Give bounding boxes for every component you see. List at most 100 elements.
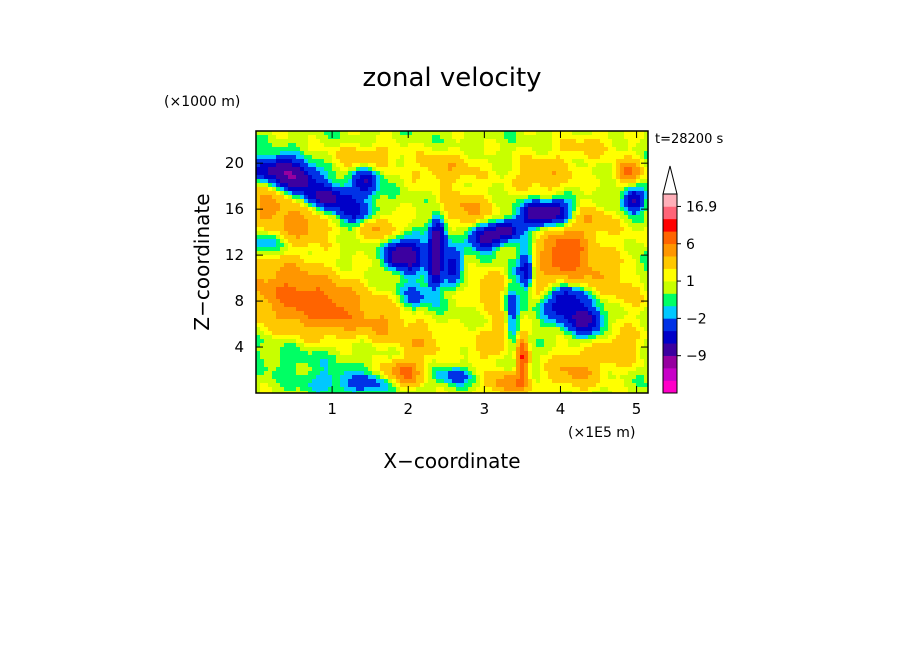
field-cell: [592, 139, 597, 144]
field-cell: [336, 243, 341, 248]
field-cell: [588, 147, 593, 152]
field-cell: [308, 299, 313, 304]
field-cell: [632, 263, 637, 268]
field-cell: [312, 255, 317, 260]
field-cell: [348, 203, 353, 208]
field-cell: [624, 223, 629, 228]
field-cell: [516, 315, 521, 320]
field-cell: [420, 291, 425, 296]
field-cell: [316, 211, 321, 216]
field-cell: [608, 243, 613, 248]
field-cell: [580, 327, 585, 332]
field-cell: [308, 255, 313, 260]
field-cell: [272, 203, 277, 208]
field-cell: [540, 315, 545, 320]
field-cell: [572, 187, 577, 192]
field-cell: [260, 179, 265, 184]
field-cell: [520, 307, 525, 312]
field-cell: [448, 139, 453, 144]
field-cell: [408, 211, 413, 216]
field-cell: [296, 191, 301, 196]
field-cell: [348, 219, 353, 224]
field-cell: [636, 155, 641, 160]
field-cell: [632, 275, 637, 280]
field-cell: [536, 243, 541, 248]
field-cell: [512, 231, 517, 236]
field-cell: [316, 271, 321, 276]
field-cell: [572, 279, 577, 284]
field-cell: [492, 139, 497, 144]
field-cell: [636, 287, 641, 292]
field-cell: [276, 151, 281, 156]
field-cell: [428, 159, 433, 164]
field-cell: [584, 271, 589, 276]
field-cell: [532, 299, 537, 304]
field-cell: [620, 219, 625, 224]
field-cell: [412, 283, 417, 288]
field-cell: [548, 207, 553, 212]
field-cell: [408, 207, 413, 212]
field-cell: [564, 235, 569, 240]
field-cell: [304, 163, 309, 168]
field-cell: [304, 143, 309, 148]
field-cell: [608, 215, 613, 220]
field-cell: [280, 279, 285, 284]
field-cell: [420, 203, 425, 208]
field-cell: [608, 175, 613, 180]
field-cell: [356, 283, 361, 288]
field-cell: [296, 151, 301, 156]
field-cell: [392, 151, 397, 156]
field-cell: [312, 163, 317, 168]
field-cell: [616, 315, 621, 320]
field-cell: [484, 295, 489, 300]
field-cell: [268, 187, 273, 192]
field-cell: [616, 299, 621, 304]
field-cell: [572, 195, 577, 200]
field-cell: [404, 219, 409, 224]
field-cell: [272, 283, 277, 288]
field-cell: [600, 199, 605, 204]
field-cell: [580, 191, 585, 196]
field-cell: [396, 323, 401, 328]
field-cell: [516, 251, 521, 256]
field-cell: [488, 135, 493, 140]
field-cell: [404, 163, 409, 168]
field-cell: [516, 207, 521, 212]
field-cell: [448, 147, 453, 152]
field-cell: [516, 279, 521, 284]
field-cell: [320, 131, 325, 136]
field-cell: [460, 283, 465, 288]
field-cell: [612, 203, 617, 208]
field-cell: [488, 203, 493, 208]
field-cell: [628, 315, 633, 320]
field-cell: [640, 179, 645, 184]
field-cell: [540, 175, 545, 180]
field-cell: [520, 239, 525, 244]
field-cell: [416, 187, 421, 192]
field-cell: [544, 167, 549, 172]
field-cell: [616, 331, 621, 336]
field-cell: [496, 251, 501, 256]
field-cell: [292, 227, 297, 232]
field-cell: [320, 183, 325, 188]
field-cell: [372, 323, 377, 328]
field-cell: [304, 203, 309, 208]
field-cell: [500, 211, 505, 216]
field-cell: [412, 235, 417, 240]
field-cell: [604, 139, 609, 144]
field-cell: [488, 143, 493, 148]
field-cell: [600, 331, 605, 336]
field-cell: [392, 147, 397, 152]
field-cell: [400, 243, 405, 248]
field-cell: [332, 319, 337, 324]
field-cell: [400, 183, 405, 188]
field-cell: [644, 243, 648, 248]
field-cell: [396, 207, 401, 212]
field-cell: [464, 235, 469, 240]
field-cell: [620, 243, 625, 248]
field-cell: [608, 199, 613, 204]
field-cell: [584, 331, 589, 336]
field-cell: [412, 187, 417, 192]
field-cell: [608, 327, 613, 332]
field-cell: [628, 175, 633, 180]
